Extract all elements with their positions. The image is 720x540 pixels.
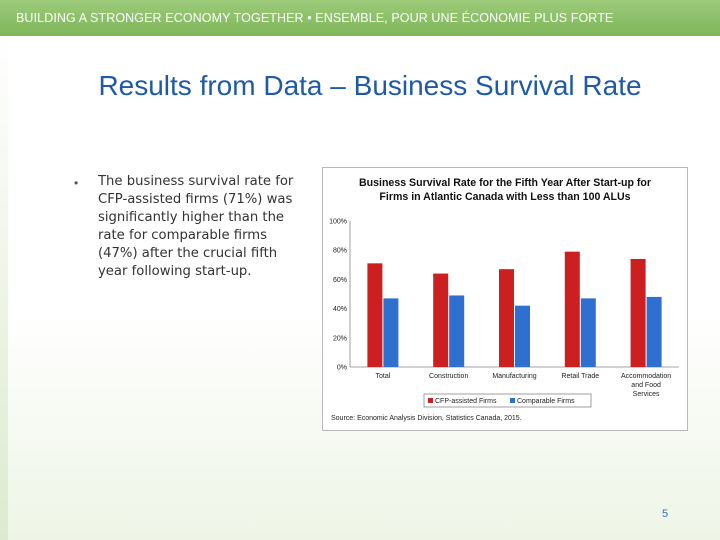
y-tick-label: 0% <box>337 365 347 372</box>
chart-source: Source: Economic Analysis Division, Stat… <box>331 415 522 422</box>
x-tick-label-3: Retail Trade <box>561 373 599 380</box>
banner-text: BUILDING A STRONGER ECONOMY TOGETHER • E… <box>16 11 614 25</box>
y-tick-label: 60% <box>333 277 347 284</box>
bar-comparable-1 <box>449 295 465 367</box>
bar-cfp-1 <box>433 273 449 367</box>
legend-swatch-0 <box>428 398 433 403</box>
chart-frame: Business Survival Rate for the Fifth Yea… <box>322 167 688 431</box>
bar-cfp-2 <box>499 269 514 367</box>
slide-title: Results from Data – Business Survival Ra… <box>98 70 642 101</box>
bullet-text: The business survival rate for CFP-assis… <box>98 174 294 279</box>
legend-swatch-1 <box>510 398 515 403</box>
x-tick-label-0: Total <box>376 373 391 380</box>
legend-label-1: Comparable Firms <box>517 398 575 405</box>
slide-number: 5 <box>662 508 669 520</box>
y-tick-label: 40% <box>333 306 347 313</box>
y-tick-label: 100% <box>329 219 347 226</box>
bar-cfp-0 <box>367 263 383 367</box>
bar-cfp-3 <box>564 251 580 367</box>
x-tick-label-1: Construction <box>429 373 468 380</box>
survival-rate-chart: Business Survival Rate for the Fifth Yea… <box>329 177 679 422</box>
x-tick-label-2: Manufacturing <box>492 373 536 380</box>
chart-title: Business Survival Rate for the Fifth Yea… <box>359 177 651 203</box>
bar-cfp-4 <box>630 258 646 367</box>
bar-comparable-2 <box>515 305 530 367</box>
bar-comparable-3 <box>580 298 596 367</box>
y-tick-label: 80% <box>333 248 347 255</box>
left-stripe <box>0 36 8 540</box>
top-banner: BUILDING A STRONGER ECONOMY TOGETHER • E… <box>0 0 720 36</box>
bar-comparable-0 <box>383 298 399 367</box>
legend-label-0: CFP-assisted Firms <box>435 398 497 405</box>
bar-comparable-4 <box>646 296 662 367</box>
bullet-marker: • <box>74 176 79 190</box>
x-tick-label-4: Accommodation and Food Services <box>621 373 671 398</box>
y-tick-label: 20% <box>333 335 347 342</box>
legend-box <box>423 393 592 408</box>
